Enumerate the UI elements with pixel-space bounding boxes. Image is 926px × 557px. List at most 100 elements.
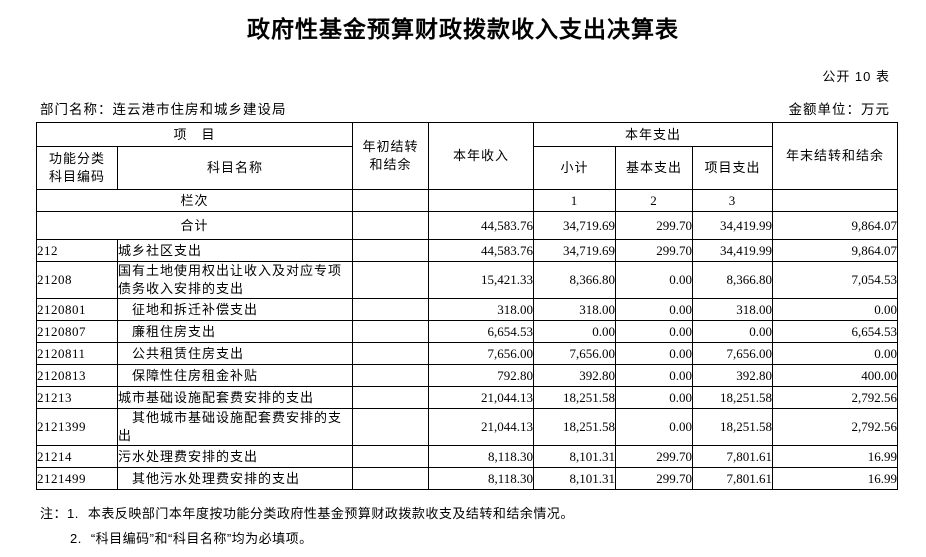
footnote-2: 2. “科目编码”和“科目名称”均为必填项。: [40, 526, 574, 551]
value-cell: 8,118.30: [428, 445, 535, 468]
value-cell: 18,251.58: [692, 408, 774, 446]
value-cell: 0.00: [615, 298, 694, 321]
total-value-cell: 34,419.99: [692, 211, 774, 240]
value-cell: 18,251.58: [533, 386, 617, 409]
total-label: 合计: [35, 211, 354, 240]
code-cell: 212: [36, 239, 118, 262]
value-cell: 2,792.56: [772, 408, 899, 446]
value-cell: 8,366.80: [692, 261, 774, 299]
total-value-cell: [352, 211, 430, 240]
footnote-1: 注：1. 本表反映部门本年度按功能分类政府性基金预算财政拨款收支及结转和结余情况。: [40, 501, 574, 526]
total-value-cell: 299.70: [615, 211, 694, 240]
value-cell: 0.00: [772, 298, 899, 321]
value-cell: 0.00: [615, 261, 694, 299]
header-basic: 基本支出: [615, 146, 694, 190]
name-cell: 保障性住房租金补贴: [116, 364, 354, 387]
index-col-1: 1: [533, 189, 617, 212]
footnote-2-prefix: 2.: [70, 531, 82, 546]
code-cell: 21213: [36, 386, 118, 409]
value-cell: 0.00: [615, 408, 694, 446]
value-cell: 16.99: [772, 445, 899, 468]
value-cell: 0.00: [692, 320, 774, 343]
code-cell: 21208: [36, 261, 118, 299]
value-cell: 792.80: [428, 364, 535, 387]
value-cell: 7,656.00: [692, 342, 774, 365]
index-carryover-begin: [352, 189, 430, 212]
value-cell: 299.70: [615, 239, 694, 262]
header-expenditure: 本年支出: [533, 122, 774, 147]
code-cell: 2120811: [36, 342, 118, 365]
name-cell: 其他城市基础设施配套费安排的支出: [116, 408, 354, 446]
header-carryover-begin: 年初结转 和结余: [352, 122, 430, 190]
table-row: 21213 城市基础设施配套费安排的支出 21,044.13 18,251.58 0.0…: [36, 386, 899, 409]
total-value-cell: 34,719.69: [533, 211, 617, 240]
value-cell: 8,101.31: [533, 467, 617, 490]
table-row: 2121499 其他污水处理费安排的支出 8,118.30 8,101.31 299.7…: [36, 467, 899, 490]
index-col-3: 3: [692, 189, 774, 212]
value-cell: 318.00: [428, 298, 535, 321]
name-cell: 公共租赁住房支出: [116, 342, 354, 365]
code-cell: 2120807: [36, 320, 118, 343]
footnote-1-text: 本表反映部门本年度按功能分类政府性基金预算财政拨款收支及结转和结余情况。: [87, 506, 574, 521]
header-project: 项 目: [35, 122, 354, 147]
value-cell: 400.00: [772, 364, 899, 387]
value-cell: 34,719.69: [533, 239, 617, 262]
value-cell: [352, 342, 430, 365]
table-row: 2121399 其他城市基础设施配套费安排的支出 21,044.13 18,251.5…: [36, 408, 899, 446]
value-cell: 299.70: [615, 445, 694, 468]
header-name: 科目名称: [116, 146, 354, 190]
name-cell: 廉租住房支出: [116, 320, 354, 343]
value-cell: 0.00: [533, 320, 617, 343]
value-cell: 44,583.76: [428, 239, 535, 262]
index-col-2: 2: [615, 189, 694, 212]
value-cell: [352, 467, 430, 490]
code-cell: 2121399: [36, 408, 118, 446]
value-cell: [352, 364, 430, 387]
name-cell: 城市基础设施配套费安排的支出: [116, 386, 354, 409]
value-cell: 7,656.00: [533, 342, 617, 365]
value-cell: 8,101.31: [533, 445, 617, 468]
name-cell: 征地和拆迁补偿支出: [116, 298, 354, 321]
value-cell: [352, 298, 430, 321]
name-cell: 污水处理费安排的支出: [116, 445, 354, 468]
value-cell: 7,054.53: [772, 261, 899, 299]
code-cell: 2121499: [36, 467, 118, 490]
department-label: 部门名称：连云港市住房和城乡建设局: [40, 102, 287, 117]
code-cell: 21214: [36, 445, 118, 468]
value-cell: 8,366.80: [533, 261, 617, 299]
header-project-exp: 项目支出: [692, 146, 774, 190]
value-cell: 318.00: [692, 298, 774, 321]
table-row: 2120807 廉租住房支出 6,654.53 0.00 0.00 0.00 6,654.5…: [36, 320, 899, 343]
value-cell: 8,118.30: [428, 467, 535, 490]
value-cell: 299.70: [615, 467, 694, 490]
value-cell: [352, 386, 430, 409]
value-cell: 392.80: [533, 364, 617, 387]
row-index-label: 栏次: [35, 189, 354, 212]
table-row: 2120813 保障性住房租金补贴 792.80 392.80 0.00 392.80 40…: [36, 364, 899, 387]
value-cell: 392.80: [692, 364, 774, 387]
value-cell: 9,864.07: [772, 239, 899, 262]
value-cell: [352, 261, 430, 299]
header-carryover-end: 年末结转和结余: [772, 122, 899, 190]
meta-row: 部门名称：连云港市住房和城乡建设局 金额单位：万元: [40, 98, 890, 118]
value-cell: 7,801.61: [692, 467, 774, 490]
value-cell: 0.00: [772, 342, 899, 365]
table-row: 2120811 公共租赁住房支出 7,656.00 7,656.00 0.00 7,656…: [36, 342, 899, 365]
unit-label: 金额单位：万元: [788, 102, 890, 117]
value-cell: 318.00: [533, 298, 617, 321]
index-income: [428, 189, 535, 212]
footnote-1-prefix: 注：1.: [40, 506, 79, 521]
value-cell: 0.00: [615, 342, 694, 365]
name-cell: 城乡社区支出: [116, 239, 354, 262]
header-row-2: 功能分类 科目编码 科目名称 小计 基本支出 项目支出: [36, 146, 898, 190]
name-cell: 国有土地使用权出让收入及对应专项债务收入安排的支出: [116, 261, 354, 299]
value-cell: [352, 445, 430, 468]
table-row: 21208 国有土地使用权出让收入及对应专项债务收入安排的支出 15,421.33 8…: [36, 261, 899, 299]
table-row: 21214 污水处理费安排的支出 8,118.30 8,101.31 299.70 7,8…: [36, 445, 899, 468]
page-title: 政府性基金预算财政拨款收入支出决算表: [247, 17, 679, 42]
table-row-total: 合计 44,583.76 34,719.69 299.70 34,419.99 9,864…: [35, 211, 899, 240]
table-number: 公开 10 表: [822, 69, 890, 84]
header-row-1: 项 目 年初结转 和结余 本年收入 本年支出 年末结转和结余: [35, 122, 899, 190]
value-cell: 15,421.33: [428, 261, 535, 299]
value-cell: [352, 408, 430, 446]
